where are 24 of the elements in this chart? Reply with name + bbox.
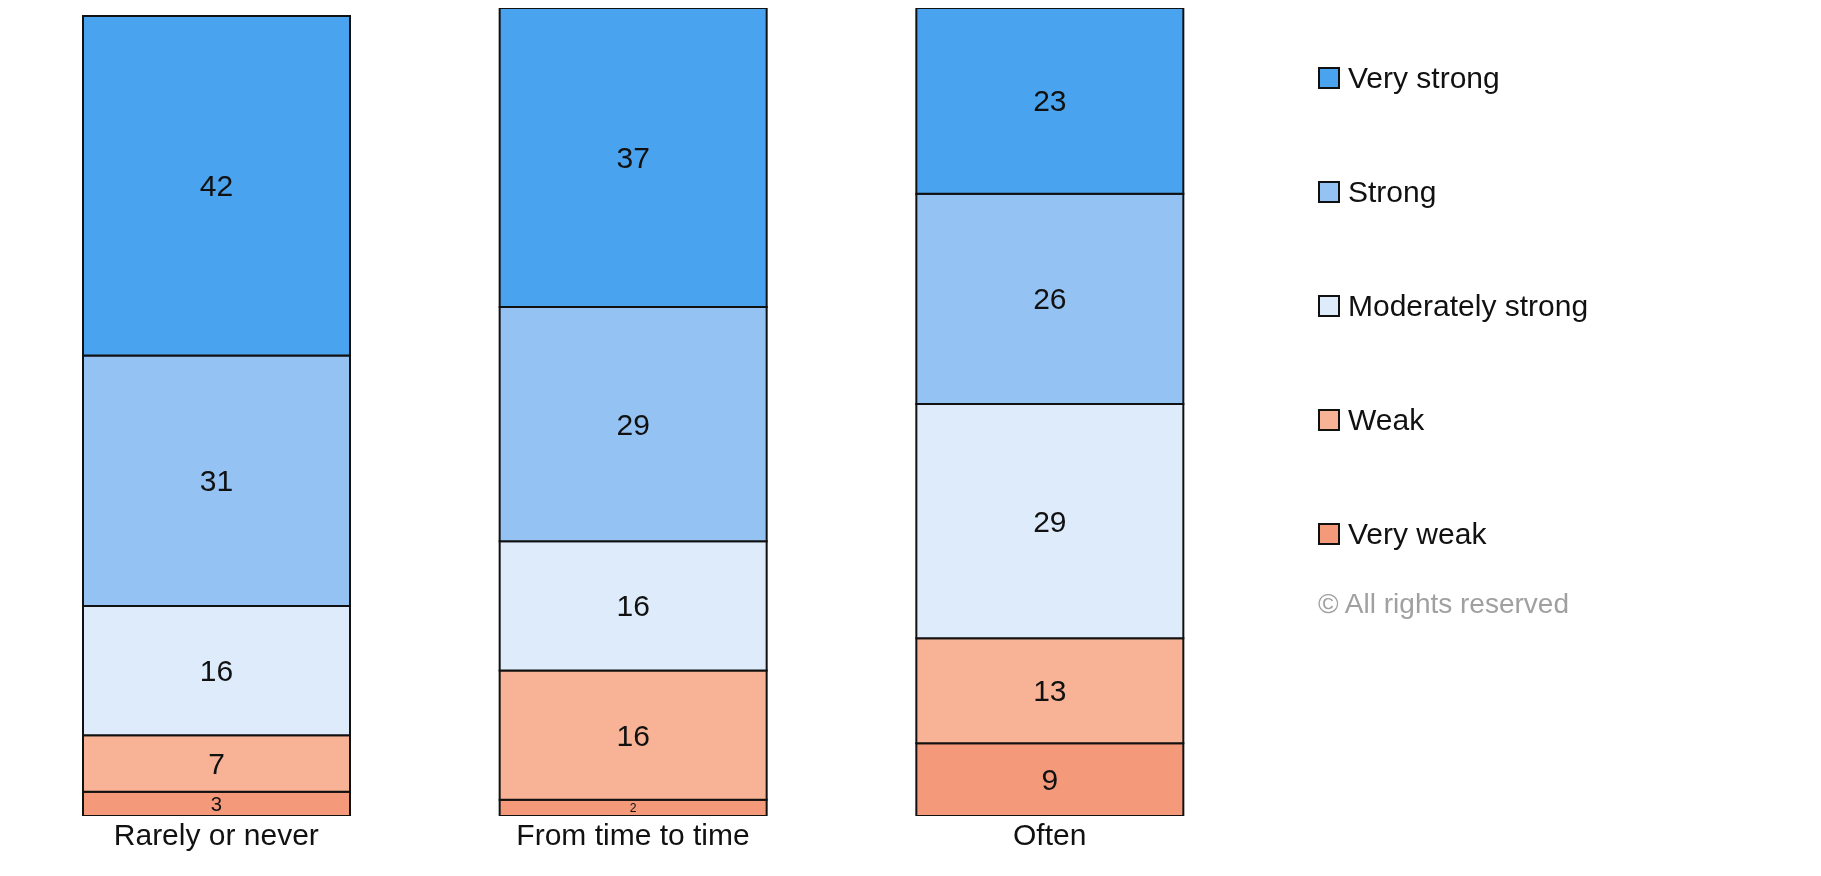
data-label: 16 (199, 654, 234, 688)
data-label: 16 (616, 589, 650, 623)
data-label: 23 (1033, 84, 1067, 118)
legend-label: Weak (1347, 402, 1426, 438)
data-label: 7 (208, 746, 225, 780)
data-label: 3 (210, 792, 223, 815)
data-label: 9 (1041, 763, 1059, 797)
x-tick-label: Often (1012, 818, 1087, 852)
x-tick-label: From time to time (516, 818, 750, 852)
legend-label: Very weak (1347, 516, 1488, 552)
data-label: 2 (629, 800, 637, 815)
legend-label: Moderately strong (1347, 288, 1589, 324)
data-label: 31 (199, 464, 234, 498)
data-label: 16 (616, 718, 650, 752)
data-label: 37 (616, 140, 650, 174)
data-label: 13 (1033, 674, 1067, 708)
data-label: 42 (199, 169, 234, 203)
data-label: 29 (1033, 504, 1067, 538)
text: © All rights reserved (1318, 588, 1570, 620)
legend-label: Strong (1347, 174, 1438, 210)
data-label: 26 (1033, 282, 1067, 316)
x-tick-label: Rarely or never (113, 818, 319, 852)
legend-label: Very strong (1347, 60, 1501, 96)
data-label: 29 (616, 407, 650, 441)
